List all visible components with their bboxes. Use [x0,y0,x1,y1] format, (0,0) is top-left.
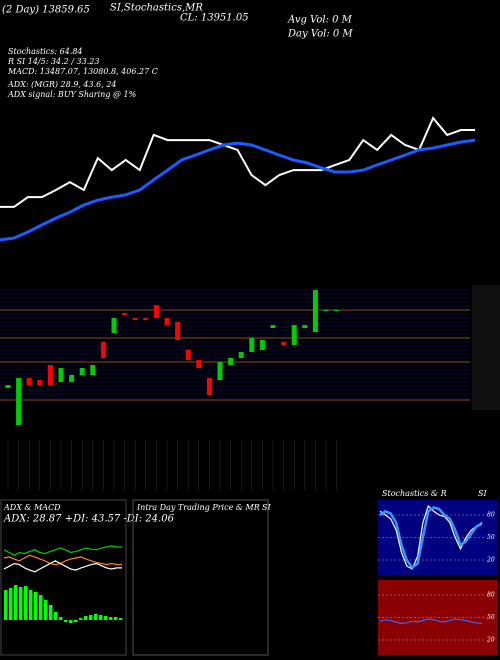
header-text: CL: 13951.05 [180,13,249,24]
header-text: Stochastics: 64.84 [8,47,83,56]
header-text: MACD: 13487.07, 13080.8, 406.27 C [7,67,158,76]
candle [334,310,340,311]
candle [132,318,138,320]
macd-bar [64,620,68,622]
y-tick-label: 50 [487,534,495,541]
candle [164,318,170,325]
candle [206,378,212,395]
macd-bar [54,612,58,620]
macd-bar [4,590,8,620]
y-tick-label: 50 [487,614,495,621]
candle [185,350,191,360]
candle [196,360,202,368]
candle [281,342,287,345]
macd-bar [59,617,63,620]
candle [143,318,149,320]
panel-subtitle: ADX: 28.87 +DI: 43.57 -DI: 24.06 [3,514,175,525]
macd-bar [89,615,93,620]
header-text: Avg Vol: 0 M [287,15,353,26]
candle [37,380,43,385]
header-text: R SI 14/5: 34.2 / 33.23 [7,57,99,66]
header-text: SI,Stochastics,MR [110,3,203,14]
macd-bar [109,617,113,620]
macd-bar [114,617,118,620]
macd-bar [84,616,88,620]
macd-bar [69,620,73,623]
candle [26,378,32,385]
macd-bar [79,618,83,620]
macd-bar [74,620,78,622]
macd-bar [119,618,123,620]
candle [47,365,53,385]
macd-bar [34,592,38,620]
panel-title: ADX & MACD [3,503,61,512]
y-tick-label: 20 [486,557,495,564]
macd-bar [44,600,48,620]
candle [153,305,159,318]
macd-bar [24,586,28,620]
candle [16,378,22,425]
candle [228,358,234,365]
panel-title: Stochastics & R [382,489,447,498]
panel [132,499,269,656]
candle [69,375,75,382]
macd-bar [14,585,18,620]
candle [323,310,329,311]
macd-bar [39,595,43,620]
candle [270,325,276,328]
macd-bar [94,614,98,620]
macd-bar [9,588,13,620]
y-tick-label: 20 [486,637,495,644]
candle [217,362,223,380]
candle [5,385,11,388]
panel-subtitle: SI [262,503,271,512]
candle [175,322,181,340]
header-text: (2 Day) 13859.65 [2,5,90,16]
y-tick-label: 80 [487,512,495,519]
candle [100,342,106,358]
candle [312,290,318,332]
candle [79,368,85,375]
series-line [379,506,483,570]
series-line [379,618,483,625]
series-line [3,545,122,556]
y-tick-label: 80 [487,592,495,599]
candle [291,325,297,345]
panel [0,499,127,656]
macd-bar [104,616,108,620]
candle [238,352,244,358]
candle [111,318,117,333]
candle [90,365,96,375]
header-text: Day Vol: 0 M [287,29,353,40]
candle [302,325,308,328]
panel-subtitle: SI [478,489,487,498]
price-axis [472,285,500,410]
macd-bar [99,615,103,620]
series-line [0,138,476,242]
candle [122,313,128,315]
series-line [0,116,475,208]
macd-bar [49,605,53,620]
candle [58,368,64,382]
panel-title: Intra Day Trading Price & MR [136,503,260,512]
series-line [3,560,122,573]
series-line [3,554,122,566]
header-text: ADX signal: BUY Sharing @ 1% [7,90,137,99]
candle [259,340,265,350]
candle [249,338,255,352]
header-text: ADX: (MGR) 28.9, 43.6, 24 [7,80,117,89]
macd-bar [19,587,23,620]
macd-bar [29,590,33,620]
